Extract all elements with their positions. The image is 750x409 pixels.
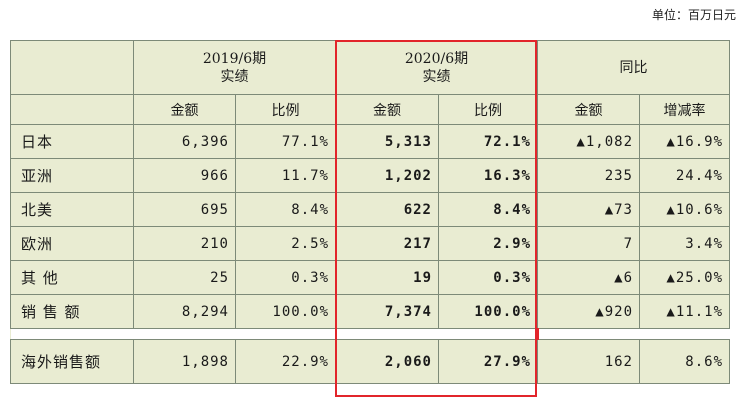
header-2020: 2020/6期 实绩 <box>335 40 538 95</box>
cell-ratio-2019: 77.1% <box>235 124 336 159</box>
row-label: 欧洲 <box>10 226 134 261</box>
cell-yoy-rate: ▲25.0% <box>639 260 730 295</box>
cell-ratio-2020: 100.0% <box>438 294 538 329</box>
table-row: 北美 695 8.4% 622 8.4% ▲73 ▲10.6% <box>10 192 730 227</box>
header-2019-period: 2019/6期 <box>202 50 267 67</box>
header-yoy: 同比 <box>537 40 730 95</box>
cell-amount-2020: 5,313 <box>335 124 439 159</box>
cell-yoy-amount: 235 <box>537 158 640 193</box>
sub-ratio-2019: 比例 <box>235 94 336 125</box>
sub-amount-2020: 金额 <box>335 94 439 125</box>
cell-amount-2019: 8,294 <box>133 294 236 329</box>
cell-yoy-rate: 3.4% <box>639 226 730 261</box>
header-row-sub: 金额 比例 金额 比例 金额 增减率 <box>10 94 730 125</box>
sub-ratio-2020: 比例 <box>438 94 538 125</box>
corner-cell-sub <box>10 94 134 125</box>
header-2019-actual: 实绩 <box>220 68 249 85</box>
cell-amount-2019: 695 <box>133 192 236 227</box>
table-row-total: 销 售 额 8,294 100.0% 7,374 100.0% ▲920 ▲11… <box>10 294 730 329</box>
cell-yoy-amount: 7 <box>537 226 640 261</box>
row-label: 亚洲 <box>10 158 134 193</box>
cell-yoy-amount: ▲73 <box>537 192 640 227</box>
cell-ratio-2019: 8.4% <box>235 192 336 227</box>
cell-amount-2019: 210 <box>133 226 236 261</box>
cell-yoy-rate: 24.4% <box>639 158 730 193</box>
header-2020-actual: 实绩 <box>422 68 451 85</box>
table-row: 其 他 25 0.3% 19 0.3% ▲6 ▲25.0% <box>10 260 730 295</box>
cell-ratio-2020: 16.3% <box>438 158 538 193</box>
row-label: 日本 <box>10 124 134 159</box>
cell-amount-2019: 25 <box>133 260 236 295</box>
cell-amount-2020: 19 <box>335 260 439 295</box>
table-row: 亚洲 966 11.7% 1,202 16.3% 235 24.4% <box>10 158 730 193</box>
sales-table: 2019/6期 实绩 2020/6期 实绩 同比 金额 比例 金额 比例 金额 … <box>10 40 730 384</box>
cell-yoy-amount: 162 <box>537 339 640 384</box>
cell-ratio-2019: 2.5% <box>235 226 336 261</box>
header-2019: 2019/6期 实绩 <box>133 40 336 95</box>
corner-cell <box>10 40 134 95</box>
cell-yoy-rate: 8.6% <box>639 339 730 384</box>
cell-ratio-2019: 100.0% <box>235 294 336 329</box>
cell-amount-2020: 2,060 <box>335 339 439 384</box>
unit-label: 单位：百万日元 <box>651 8 736 22</box>
sub-amount-2019: 金额 <box>133 94 236 125</box>
cell-yoy-rate: ▲10.6% <box>639 192 730 227</box>
cell-amount-2020: 217 <box>335 226 439 261</box>
row-label: 销 售 额 <box>10 294 134 329</box>
row-label: 海外销售额 <box>10 339 134 384</box>
cell-ratio-2020: 0.3% <box>438 260 538 295</box>
cell-ratio-2020: 8.4% <box>438 192 538 227</box>
cell-ratio-2019: 11.7% <box>235 158 336 193</box>
cell-yoy-amount: ▲6 <box>537 260 640 295</box>
cell-yoy-rate: ▲16.9% <box>639 124 730 159</box>
cell-amount-2020: 7,374 <box>335 294 439 329</box>
row-label: 北美 <box>10 192 134 227</box>
cell-yoy-amount: ▲920 <box>537 294 640 329</box>
cell-ratio-2019: 22.9% <box>235 339 336 384</box>
header-row-periods: 2019/6期 实绩 2020/6期 实绩 同比 <box>10 40 730 95</box>
header-2020-period: 2020/6期 <box>404 50 469 67</box>
cell-amount-2019: 1,898 <box>133 339 236 384</box>
sub-amount-yoy: 金额 <box>537 94 640 125</box>
cell-amount-2020: 622 <box>335 192 439 227</box>
cell-yoy-amount: ▲1,082 <box>537 124 640 159</box>
cell-ratio-2020: 2.9% <box>438 226 538 261</box>
table-row-overseas: 海外销售额 1,898 22.9% 2,060 27.9% 162 8.6% <box>10 339 730 384</box>
sub-change-yoy: 增减率 <box>639 94 730 125</box>
cell-amount-2019: 966 <box>133 158 236 193</box>
cell-yoy-rate: ▲11.1% <box>639 294 730 329</box>
table-row: 欧洲 210 2.5% 217 2.9% 7 3.4% <box>10 226 730 261</box>
row-label: 其 他 <box>10 260 134 295</box>
cell-ratio-2020: 72.1% <box>438 124 538 159</box>
cell-ratio-2020: 27.9% <box>438 339 538 384</box>
table-row: 日本 6,396 77.1% 5,313 72.1% ▲1,082 ▲16.9% <box>10 124 730 159</box>
cell-amount-2020: 1,202 <box>335 158 439 193</box>
cell-ratio-2019: 0.3% <box>235 260 336 295</box>
spacer-row <box>10 328 730 340</box>
cell-amount-2019: 6,396 <box>133 124 236 159</box>
